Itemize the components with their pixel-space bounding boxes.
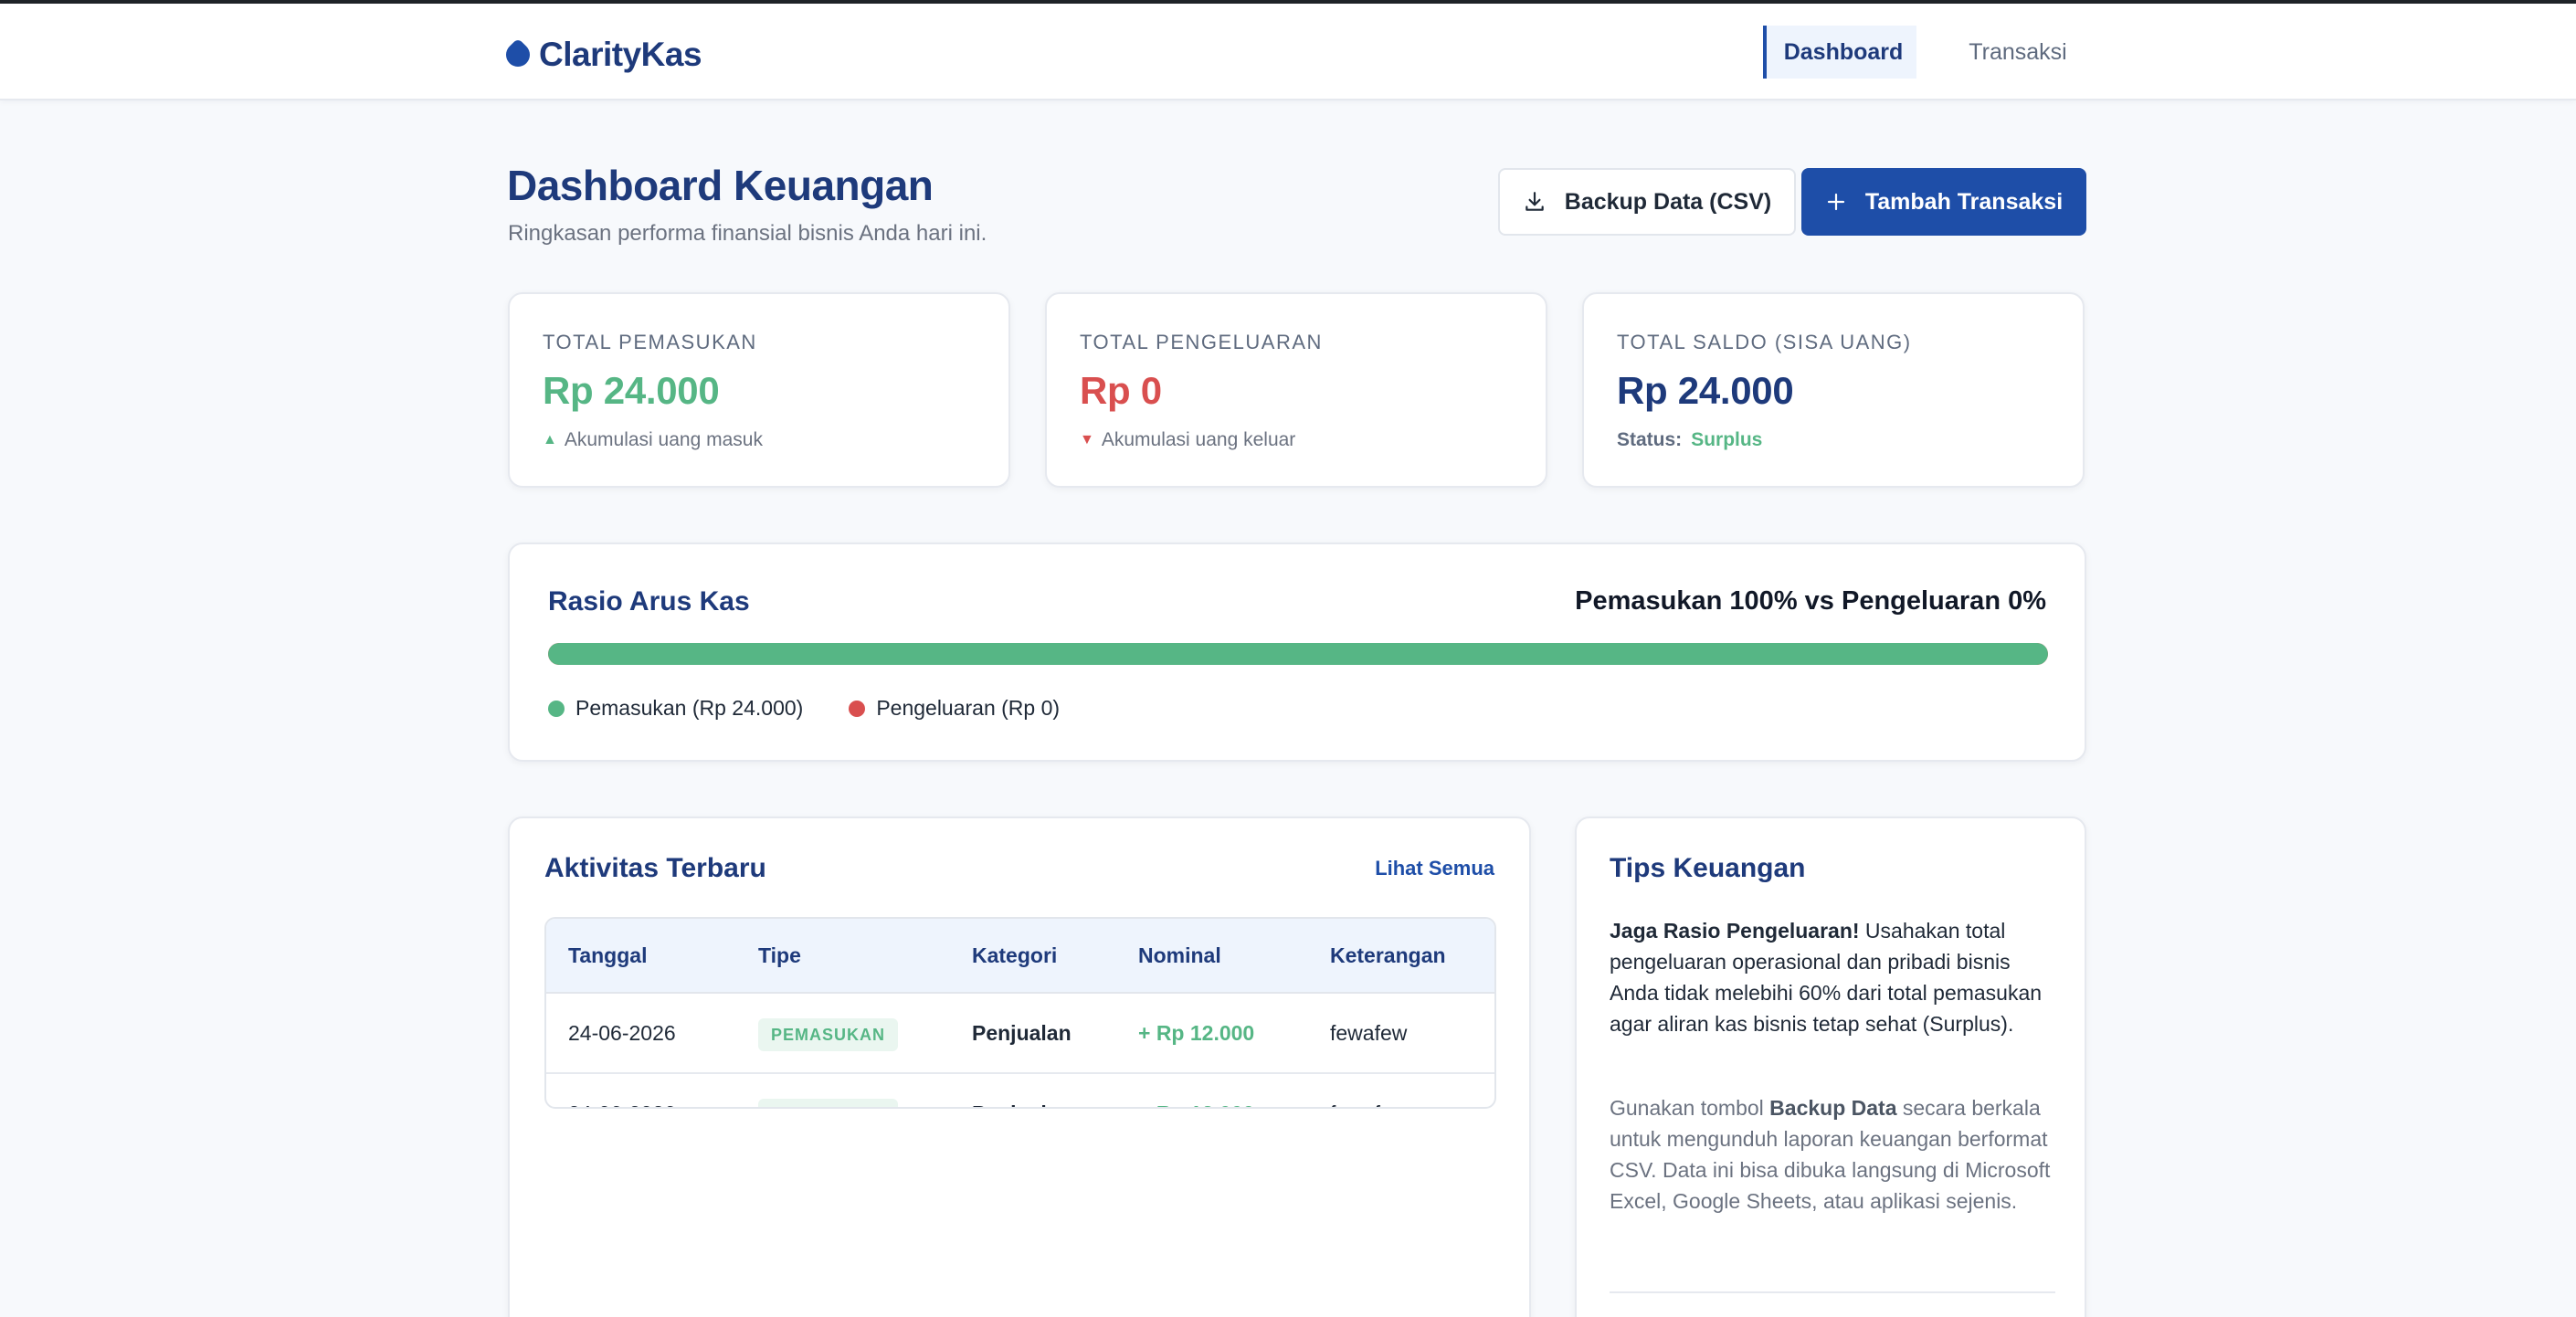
cell-category: Penjualan: [972, 1021, 1072, 1045]
column-header-tipe: Tipe: [758, 943, 801, 967]
table-row[interactable]: 24-06-2026 PEMASUKAN Penjualan + Rp 12.0…: [546, 1074, 1494, 1107]
type-badge: PEMASUKAN: [758, 1098, 899, 1107]
backup-data-label: Backup Data (CSV): [1564, 188, 1772, 215]
brand-mark-icon: [501, 37, 535, 72]
legend-expense-label: Pengeluaran (Rp 0): [876, 696, 1061, 720]
cell-note: fewafew: [1330, 1021, 1408, 1045]
stat-label: TOTAL PENGELUARAN: [1080, 331, 1323, 353]
stat-note-text: Akumulasi uang keluar: [1101, 429, 1296, 450]
backup-data-button[interactable]: Backup Data (CSV): [1498, 168, 1796, 236]
column-header-nominal: Nominal: [1138, 943, 1221, 967]
stat-value: Rp 0: [1080, 369, 1162, 412]
page-title: Dashboard Keuangan: [507, 162, 934, 209]
table-header: Tanggal Tipe Kategori Nominal Keterangan: [546, 919, 1494, 994]
stat-card-balance: TOTAL SALDO (SISA UANG) Rp 24.000 Status…: [1582, 292, 2085, 488]
add-transaction-button[interactable]: Tambah Transaksi: [1801, 168, 2086, 236]
ratio-summary: Pemasukan 100% vs Pengeluaran 0%: [1575, 586, 2046, 616]
stat-note: ▲ Akumulasi uang masuk: [543, 429, 763, 451]
cashflow-ratio-card: Rasio Arus Kas Pemasukan 100% vs Pengelu…: [508, 543, 2086, 762]
column-header-kategori: Kategori: [972, 943, 1058, 967]
brand-logo[interactable]: ClarityKas: [501, 35, 702, 75]
ratio-legend: Pemasukan (Rp 24.000) Pengeluaran (Rp 0): [548, 696, 1105, 721]
stat-label: TOTAL PEMASUKAN: [543, 331, 757, 353]
finance-tips-card: Tips Keuangan Jaga Rasio Pengeluaran! Us…: [1575, 817, 2086, 1317]
page-subtitle: Ringkasan performa finansial bisnis Anda…: [508, 221, 987, 246]
nav-item-transaksi[interactable]: Transaksi: [1969, 38, 2067, 65]
stat-note-text: Akumulasi uang masuk: [564, 429, 763, 450]
type-badge: PEMASUKAN: [758, 1017, 899, 1051]
activity-title: Aktivitas Terbaru: [544, 853, 766, 883]
window-top-border: [0, 0, 2576, 4]
cell-note: fewafew: [1330, 1074, 1407, 1107]
ratio-progress-bar: [548, 643, 2048, 665]
tips-p2-bold: Backup Data: [1769, 1096, 1897, 1120]
add-transaction-label: Tambah Transaksi: [1864, 188, 2064, 215]
cell-type: PEMASUKAN: [758, 1074, 899, 1107]
legend-expense: Pengeluaran (Rp 0): [849, 696, 1060, 721]
column-header-tanggal: Tanggal: [568, 943, 648, 967]
status-badge: Surplus: [1691, 429, 1763, 450]
column-header-keterangan: Keterangan: [1330, 943, 1446, 967]
stat-label: TOTAL SALDO (SISA UANG): [1617, 331, 1912, 353]
nav-item-dashboard[interactable]: Dashboard: [1763, 26, 1916, 79]
cell-date: 24-06-2026: [568, 1021, 676, 1045]
stat-value: Rp 24.000: [543, 369, 720, 412]
navbar: ClarityKas Dashboard Transaksi: [0, 4, 2576, 100]
status-label: Status:: [1617, 429, 1683, 450]
cell-category: Penjualan: [972, 1074, 1072, 1107]
cell-type: PEMASUKAN: [758, 994, 899, 1072]
tips-p2-post: secara berkala untuk mengunduh laporan k…: [1610, 1096, 2051, 1213]
tips-divider: [1610, 1291, 2055, 1293]
stat-value: Rp 24.000: [1617, 369, 1794, 412]
download-icon: [1526, 192, 1544, 211]
tips-title: Tips Keuangan: [1610, 853, 1806, 883]
green-dot-icon: [548, 700, 565, 717]
red-dot-icon: [849, 700, 866, 717]
cell-date: 24-06-2026: [568, 1074, 676, 1107]
ratio-progress-fill: [548, 643, 2048, 665]
stat-note: ▼ Akumulasi uang keluar: [1080, 429, 1295, 451]
triangle-down-icon: ▼: [1080, 432, 1094, 448]
table-row[interactable]: 24-06-2026 PEMASUKAN Penjualan + Rp 12.0…: [546, 994, 1494, 1074]
brand-name: ClarityKas: [539, 36, 702, 73]
recent-activity-card: Aktivitas Terbaru Lihat Semua Tanggal Ti…: [508, 817, 1531, 1317]
cell-amount: + Rp 12.000: [1138, 1021, 1255, 1045]
stat-card-expense: TOTAL PENGELUARAN Rp 0 ▼ Akumulasi uang …: [1045, 292, 1547, 488]
tips-p2-pre: Gunakan tombol: [1610, 1096, 1770, 1120]
stat-status: Status: Surplus: [1617, 429, 1762, 451]
see-all-link[interactable]: Lihat Semua: [1375, 857, 1494, 880]
cell-amount: + Rp 12.000: [1138, 1074, 1254, 1107]
activity-table: Tanggal Tipe Kategori Nominal Keterangan…: [544, 917, 1496, 1109]
triangle-up-icon: ▲: [543, 432, 557, 448]
tips-p1-text: Usahakan total pengeluaran operasional d…: [1610, 919, 2043, 1036]
ratio-title: Rasio Arus Kas: [548, 586, 750, 616]
plus-icon: [1827, 193, 1844, 211]
tips-paragraph-1: Jaga Rasio Pengeluaran! Usahakan total p…: [1610, 915, 2057, 1039]
legend-income: Pemasukan (Rp 24.000): [548, 696, 803, 721]
legend-income-label: Pemasukan (Rp 24.000): [575, 696, 804, 720]
tips-p1-bold: Jaga Rasio Pengeluaran!: [1610, 919, 1860, 943]
stat-card-income: TOTAL PEMASUKAN Rp 24.000 ▲ Akumulasi ua…: [508, 292, 1010, 488]
tips-paragraph-2: Gunakan tombol Backup Data secara berkal…: [1610, 1092, 2057, 1217]
